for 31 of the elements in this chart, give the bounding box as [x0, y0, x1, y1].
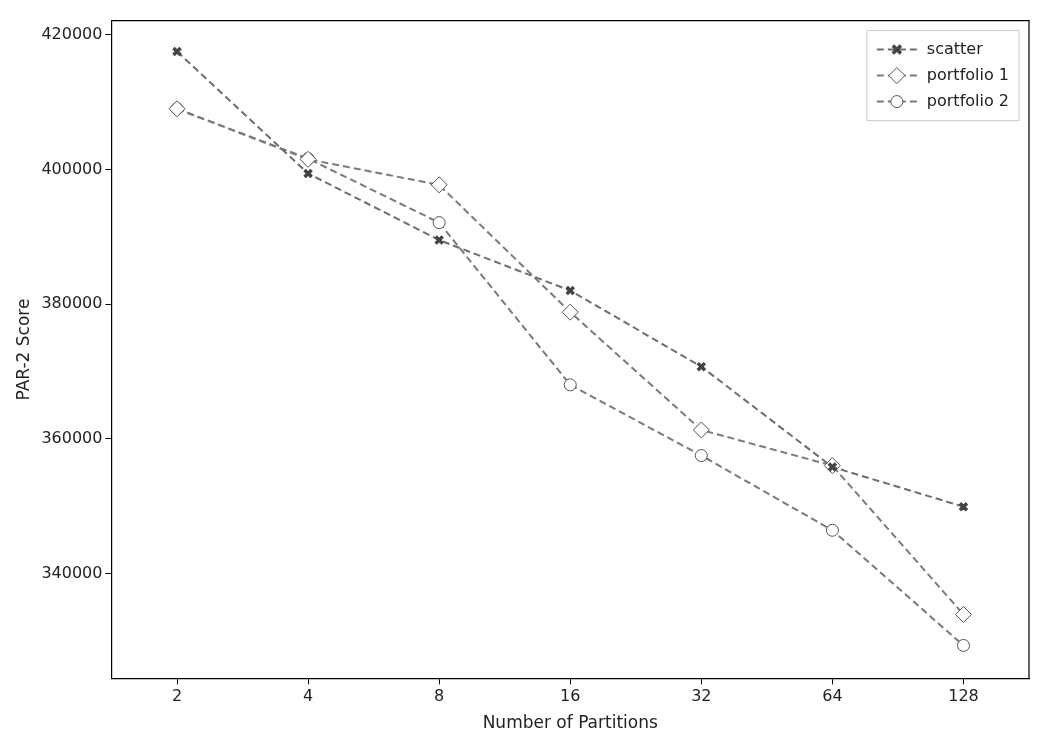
point — [956, 638, 970, 652]
x-axis-title: Number of Partitions — [482, 712, 658, 733]
x-tick-label: 16 — [560, 686, 581, 706]
point — [430, 176, 448, 194]
y-tick-label: 380000 — [41, 293, 103, 313]
legend-label: portfolio 2 — [926, 90, 1010, 110]
point — [302, 168, 314, 179]
point — [563, 378, 577, 392]
point — [958, 501, 969, 512]
legend-label: portfolio 1 — [926, 64, 1010, 84]
point — [564, 285, 576, 296]
y-axis-title: PAR-2 Score — [12, 298, 33, 401]
x-tick-label: 4 — [303, 686, 314, 706]
legend-label: scatter — [926, 38, 984, 58]
point — [171, 46, 183, 57]
point — [696, 361, 707, 372]
point — [433, 234, 445, 246]
x-tick-label: 32 — [691, 686, 712, 706]
point — [692, 421, 710, 439]
point — [432, 216, 446, 230]
x-tick-label: 64 — [822, 686, 843, 706]
x-tick-label: 2 — [171, 686, 183, 706]
y-tick-label: 400000 — [41, 158, 103, 178]
y-tick-label: 420000 — [41, 23, 103, 43]
point — [694, 449, 708, 463]
x-tick-label: 8 — [434, 686, 445, 706]
y-tick-label: 360000 — [41, 427, 103, 447]
y-tick-label: 340000 — [41, 562, 103, 582]
x-tick-label: 128 — [948, 686, 979, 706]
point — [825, 523, 839, 537]
point — [561, 303, 579, 321]
